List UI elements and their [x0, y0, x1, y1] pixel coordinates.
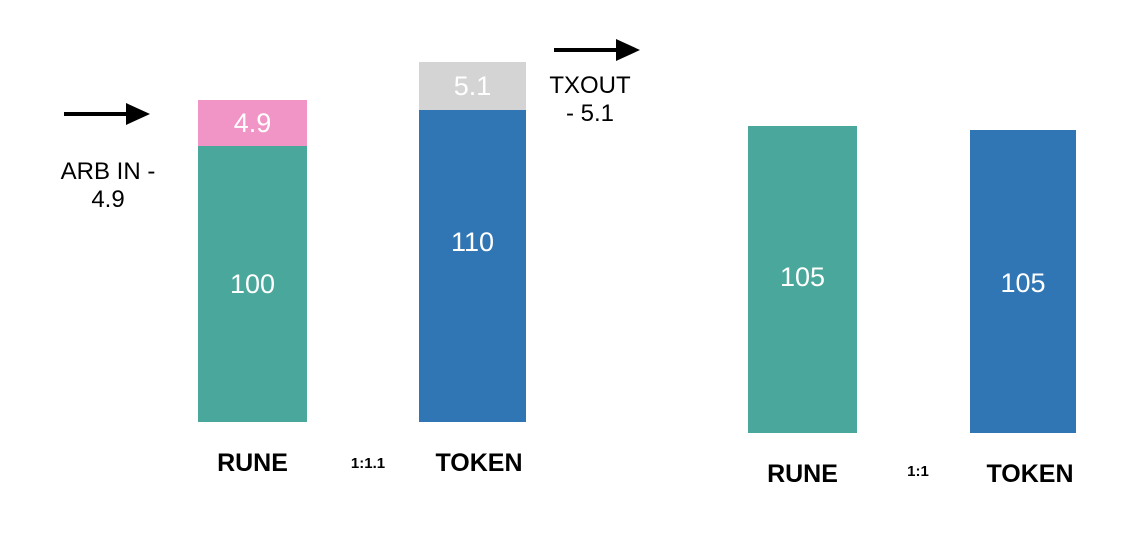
arb-in-note-line2: 4.9 — [91, 186, 125, 213]
token-before-bar: 110 — [419, 110, 526, 422]
before-rune-label: RUNE — [217, 449, 288, 477]
tx-out-note-line2: - 5.1 — [565, 100, 615, 127]
after-token-label: TOKEN — [986, 460, 1074, 488]
tx-out-note-line1: TXOUT — [549, 72, 631, 99]
rune-arb-in-segment: 4.9 — [198, 100, 307, 146]
rune-after-bar: 105 — [748, 126, 857, 433]
token-after-bar: 105 — [970, 130, 1076, 433]
rune-before-bar: 100 — [198, 146, 307, 422]
after-ratio: 1:1 — [907, 463, 929, 480]
token-before-value: 110 — [450, 226, 495, 257]
rune-before-value: 100 — [229, 268, 276, 299]
token-after-value: 105 — [1000, 268, 1046, 298]
token-tx-out-value: 5.1 — [453, 70, 492, 101]
arb-in-note: ARB IN - 4.9 — [40, 158, 176, 214]
after-rune-label: RUNE — [767, 460, 838, 488]
arb-in-note-line1: ARB IN - — [60, 158, 156, 185]
tx-out-arrow-icon — [554, 39, 640, 61]
before-token-label: TOKEN — [435, 449, 523, 477]
before-ratio: 1:1.1 — [350, 455, 386, 472]
rune-arb-in-value: 4.9 — [233, 107, 272, 138]
token-tx-out-segment: 5.1 — [419, 62, 526, 110]
arb-in-arrow-icon — [64, 103, 150, 125]
rune-after-value: 105 — [779, 262, 826, 292]
tx-out-note: TXOUT - 5.1 — [530, 72, 650, 128]
